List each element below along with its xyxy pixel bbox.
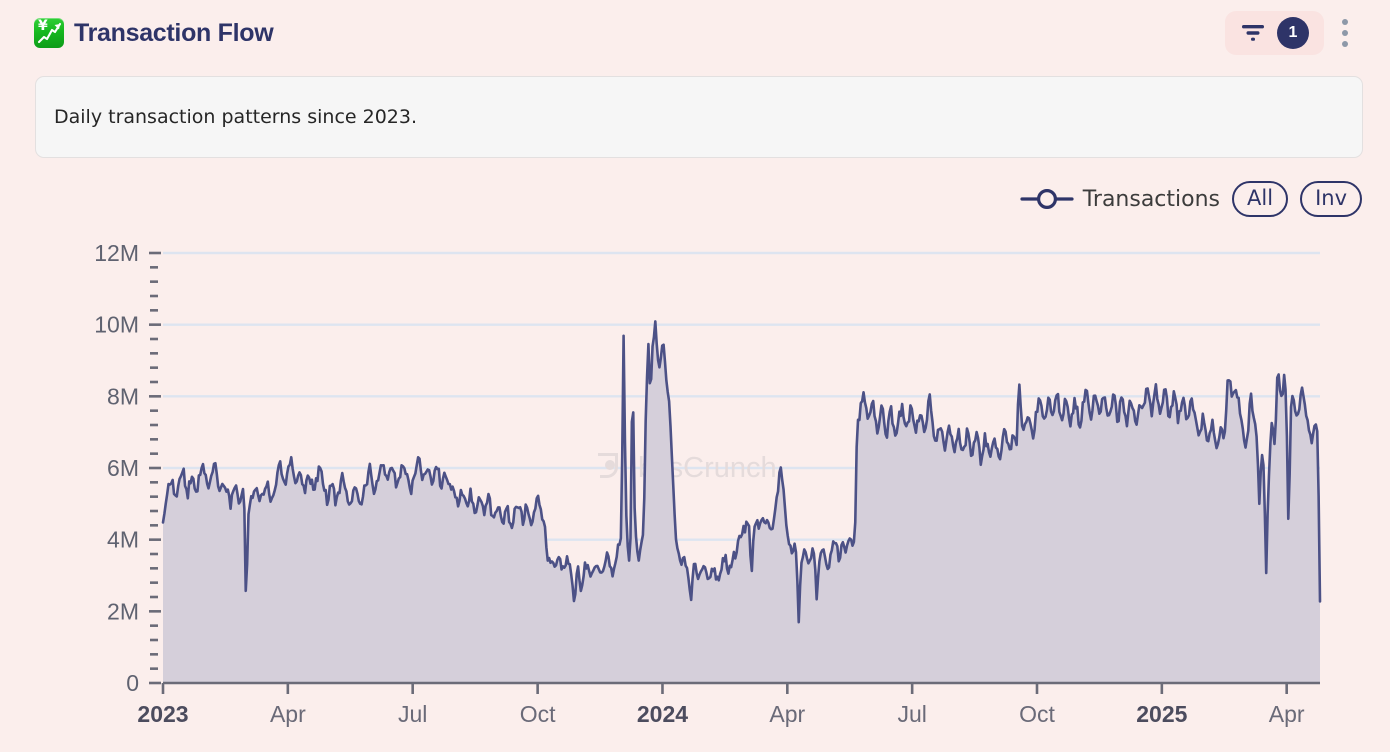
x-axis-tick-label: Oct — [1019, 701, 1055, 727]
x-axis-tick-label: Oct — [520, 701, 556, 727]
legend-row: Transactions All Inv — [1020, 181, 1362, 218]
legend-item-transactions[interactable]: Transactions — [1020, 187, 1220, 212]
filter-funnel-icon — [1242, 25, 1264, 41]
x-axis-tick-label: Jul — [398, 701, 427, 727]
kebab-menu-icon[interactable] — [1328, 11, 1362, 55]
y-axis-tick-label: 8M — [107, 383, 139, 409]
yen-glyph: ¥ — [38, 18, 48, 34]
x-axis-tick-label: Apr — [270, 701, 306, 727]
series-area-fill — [163, 321, 1320, 683]
x-axis-tick-label: 2025 — [1136, 701, 1187, 727]
page-title: Transaction Flow — [74, 18, 274, 47]
chart-container[interactable]: bitsCrunch 0 2M 4M 6M 8M 10M 12M 2023 Apr Jul Oct 20… — [0, 228, 1390, 752]
filter-button[interactable]: 1 — [1225, 11, 1324, 55]
chart-increasing-yen-icon: ¥ — [34, 18, 64, 48]
legend-label: Transactions — [1082, 186, 1221, 212]
filter-count-badge: 1 — [1277, 17, 1309, 49]
x-axis-tick-label: 2023 — [137, 701, 188, 727]
y-axis-tick-label: 10M — [94, 312, 139, 338]
inv-range-button[interactable]: Inv — [1300, 181, 1362, 218]
line-with-circle-marker-icon — [1020, 189, 1074, 210]
y-axis-tick-label: 6M — [107, 455, 139, 481]
y-axis-tick-label: 2M — [107, 598, 139, 624]
description-text: Daily transaction patterns since 2023. — [54, 106, 418, 128]
kebab-dot — [1342, 30, 1348, 36]
page-header: ¥ Transaction Flow 1 — [0, 0, 1390, 66]
x-axis-tick-label: 2024 — [637, 701, 688, 727]
x-axis-tick-label: Apr — [769, 701, 805, 727]
x-axis-tick-label: Apr — [1269, 701, 1305, 727]
all-range-button[interactable]: All — [1232, 181, 1289, 218]
header-actions: 1 — [1225, 11, 1362, 55]
series-line — [161, 320, 1322, 624]
y-axis-tick-label: 4M — [107, 527, 139, 553]
kebab-dot — [1342, 19, 1348, 25]
y-axis-tick-label: 0 — [126, 670, 139, 696]
y-axis-tick-label: 12M — [94, 240, 139, 266]
x-axis-tick-label: Jul — [897, 701, 926, 727]
title-group: ¥ Transaction Flow — [34, 18, 274, 48]
description-box: Daily transaction patterns since 2023. — [35, 76, 1363, 158]
kebab-dot — [1342, 41, 1348, 47]
